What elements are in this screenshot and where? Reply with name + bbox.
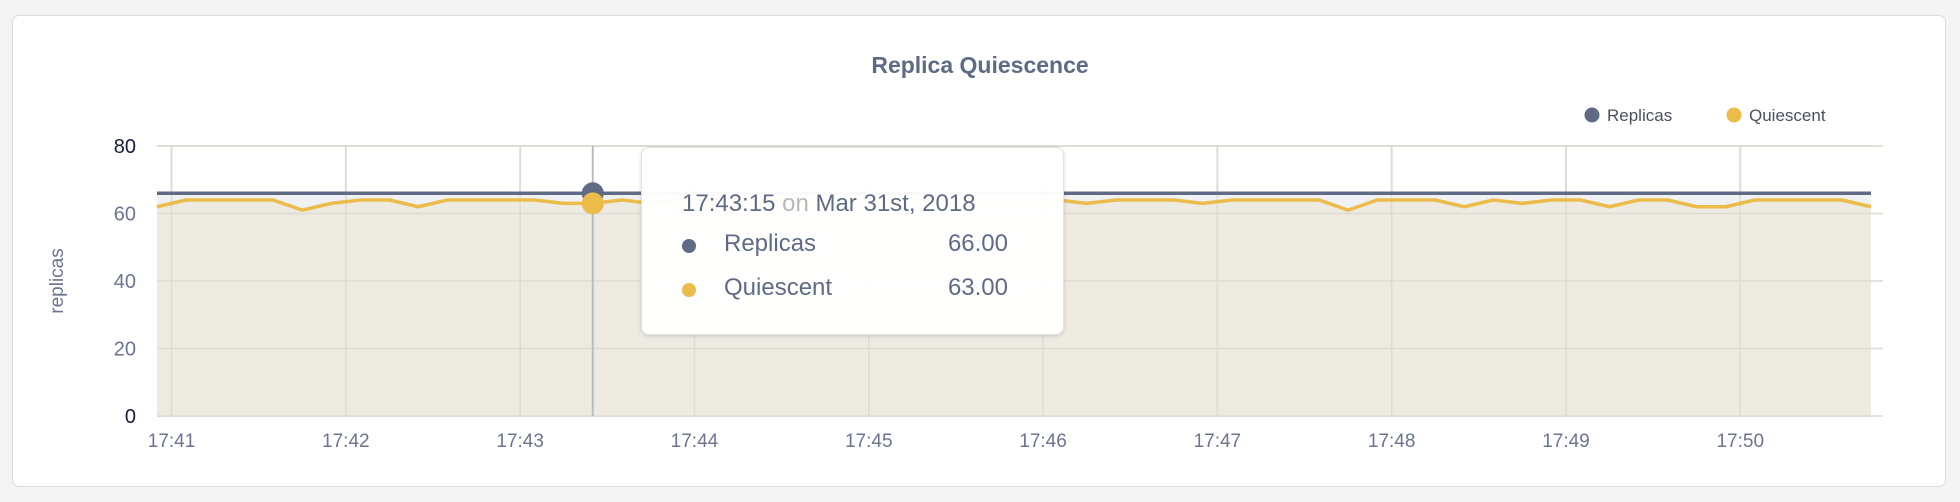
- y-axis-ticks: 0 20 40 60 80: [114, 136, 136, 428]
- tooltip-dot-quiescent: [682, 283, 696, 297]
- x-tick-label: 17:49: [1542, 431, 1590, 452]
- tooltip-row-replicas: Replicas 66.00: [682, 230, 1008, 260]
- x-tick-label: 17:41: [148, 431, 196, 452]
- legend-item-quiescent[interactable]: Quiescent: [1726, 106, 1826, 125]
- y-tick-label: 20: [114, 339, 136, 361]
- x-tick-label: 17:42: [322, 431, 370, 452]
- legend-item-replicas[interactable]: Replicas: [1584, 106, 1673, 125]
- x-tick-label: 17:45: [845, 431, 893, 452]
- hover-marker: [581, 146, 604, 416]
- y-tick-label: 80: [114, 136, 136, 158]
- tooltip-dot-replicas: [682, 239, 696, 253]
- legend-label-replicas: Replicas: [1607, 106, 1672, 125]
- legend-label-quiescent: Quiescent: [1749, 106, 1826, 125]
- x-tick-label: 17:48: [1368, 431, 1416, 452]
- tooltip-time: 17:43:15: [682, 190, 776, 217]
- chart-title: Replica Quiescence: [871, 52, 1088, 78]
- y-tick-label: 0: [125, 406, 136, 428]
- legend: Replicas Quiescent: [1584, 106, 1826, 125]
- y-axis-label: replicas: [47, 248, 68, 313]
- tooltip-row-quiescent: Quiescent 63.00: [682, 274, 1008, 304]
- tooltip: 17:43:15 on Mar 31st, 2018 Replicas 66.0…: [641, 147, 1064, 335]
- tooltip-value: 63.00: [947, 274, 1008, 301]
- x-axis-ticks: 17:41 17:42 17:43 17:44 17:45 17:46 17:47 17:48…: [148, 431, 1764, 452]
- hover-dot-quiescent: [581, 192, 604, 215]
- tooltip-value: 66.00: [947, 230, 1008, 257]
- x-tick-label: 17:43: [496, 431, 544, 452]
- tooltip-label: Replicas: [724, 230, 817, 257]
- x-tick-label: 17:44: [671, 431, 719, 452]
- x-tick-label: 17:46: [1019, 431, 1067, 452]
- legend-dot-quiescent: [1726, 107, 1742, 123]
- tooltip-header: 17:43:15 on Mar 31st, 2018: [682, 190, 976, 218]
- legend-dot-replicas: [1584, 107, 1600, 123]
- y-tick-label: 60: [114, 204, 136, 226]
- tooltip-label: Quiescent: [724, 274, 833, 301]
- x-tick-label: 17:47: [1194, 431, 1242, 452]
- tooltip-date: Mar 31st, 2018: [815, 190, 976, 217]
- x-tick-label: 17:50: [1716, 431, 1764, 452]
- tooltip-on: on: [782, 190, 809, 217]
- y-tick-label: 40: [114, 271, 136, 293]
